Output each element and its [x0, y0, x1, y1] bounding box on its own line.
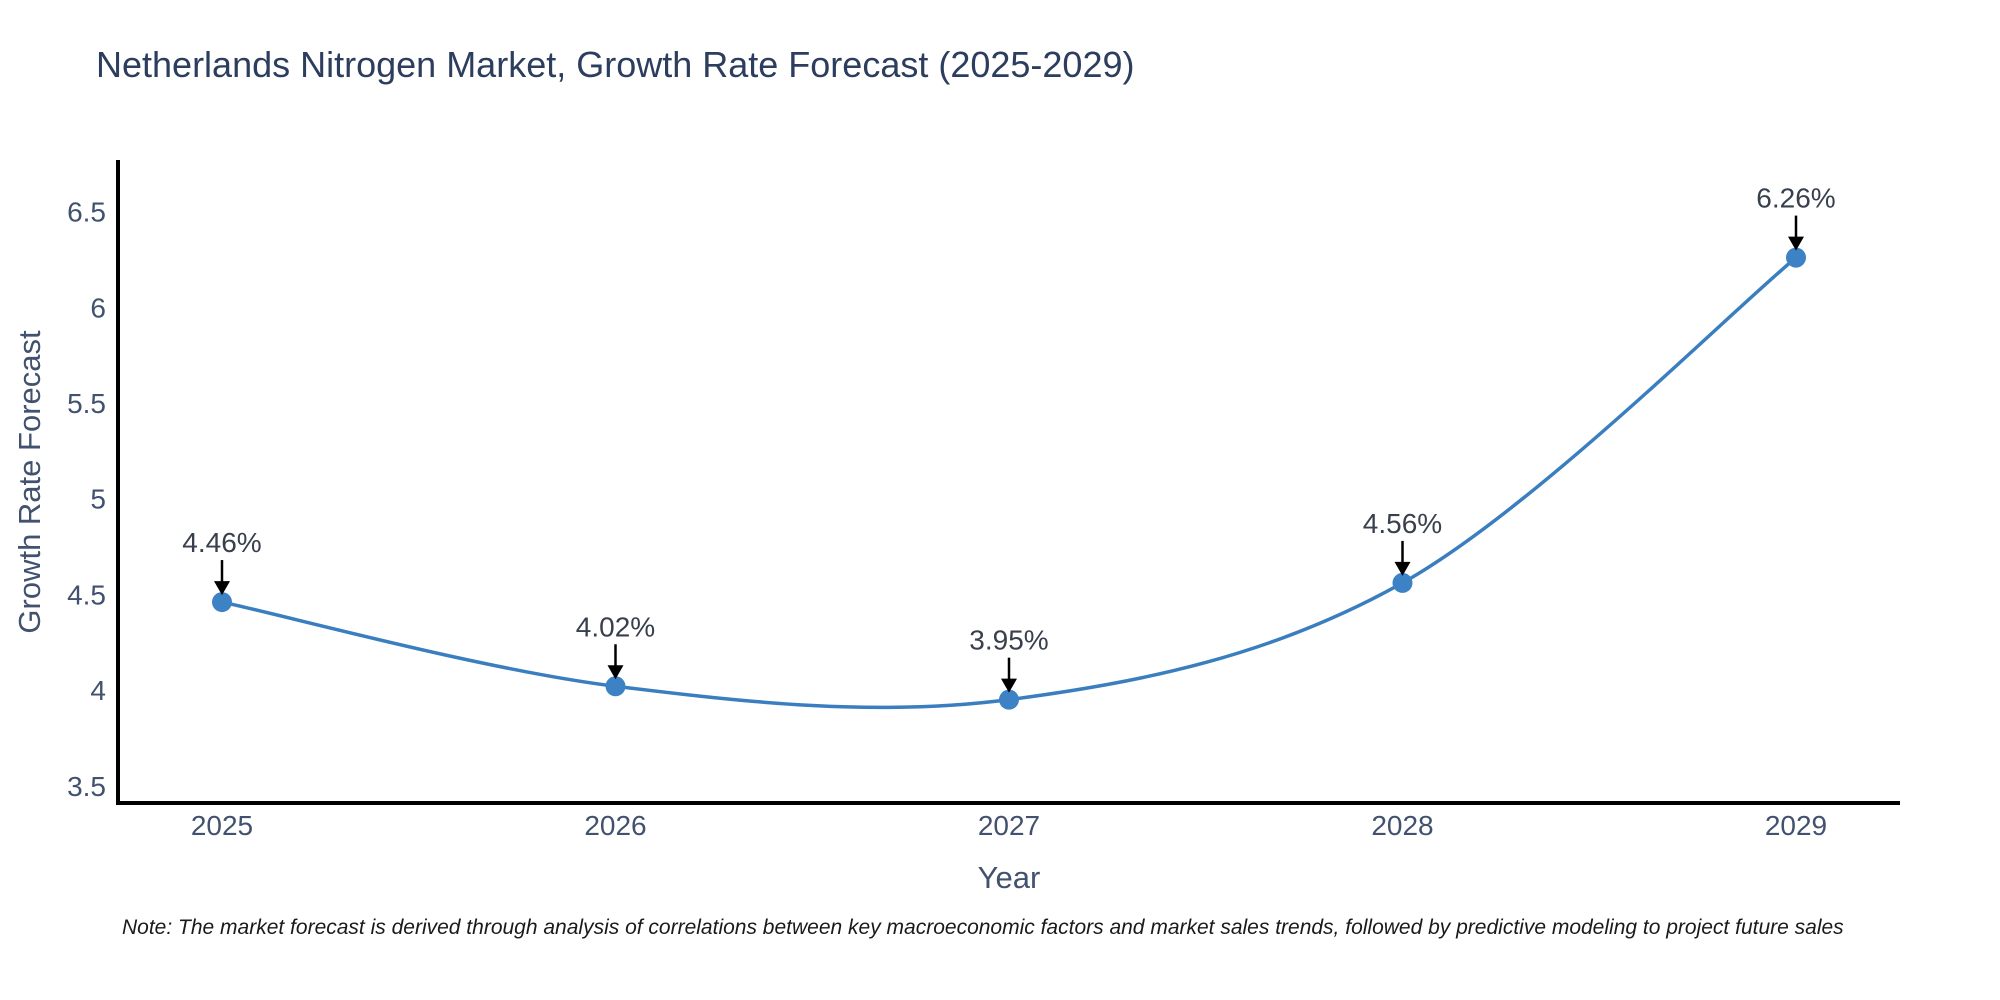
series-marker — [1392, 572, 1413, 593]
series-marker — [1786, 247, 1806, 268]
annotation-label: 4.56% — [1363, 508, 1442, 539]
point-annotation: 6.26% — [1756, 183, 1836, 251]
annotation-arrow-head — [214, 581, 230, 596]
point-annotations: 4.46% 4.02% 3.95% 4.56% 6.26% — [182, 183, 1836, 693]
x-axis-title: Year — [978, 860, 1041, 895]
annotation-label: 6.26% — [1756, 183, 1835, 214]
x-tick-labels: 2025 2026 2027 2028 2029 — [191, 810, 1827, 841]
annotation-label: 4.02% — [576, 611, 655, 642]
annotation-label: 3.95% — [969, 625, 1048, 656]
annotation-arrow-head — [1001, 678, 1017, 693]
series-marker — [605, 676, 626, 697]
annotation-label: 4.46% — [182, 527, 261, 558]
annotation-arrow-head — [1788, 236, 1804, 251]
y-tick-label: 5.5 — [67, 388, 106, 419]
y-tick-label: 4 — [90, 675, 106, 706]
footnote: Note: The market forecast is derived thr… — [122, 916, 1844, 939]
point-annotation: 3.95% — [969, 625, 1049, 693]
x-tick-label: 2027 — [978, 810, 1040, 841]
x-tick-label: 2025 — [191, 810, 253, 841]
y-tick-label: 4.5 — [67, 579, 106, 610]
x-tick-label: 2028 — [1371, 810, 1433, 841]
y-tick-label: 6 — [90, 292, 106, 323]
point-annotation: 4.02% — [576, 611, 655, 680]
series-marker — [212, 592, 232, 613]
x-tick-label: 2029 — [1765, 810, 1827, 841]
series-layer — [212, 247, 1806, 710]
y-tick-label: 3.5 — [67, 771, 106, 802]
series-marker — [999, 689, 1019, 710]
x-tick-label: 2026 — [584, 810, 646, 841]
annotation-arrow-head — [1394, 561, 1411, 576]
y-tick-labels: 3.5 4 4.5 5 5.5 6 6.5 — [67, 197, 106, 802]
chart-title: Netherlands Nitrogen Market, Growth Rate… — [96, 44, 1135, 85]
y-axis-title: Growth Rate Forecast — [12, 330, 47, 634]
axes — [116, 160, 1900, 805]
annotation-arrow-head — [607, 665, 624, 680]
y-tick-label: 6.5 — [67, 197, 106, 228]
y-tick-label: 5 — [90, 484, 106, 515]
point-annotation: 4.56% — [1363, 508, 1442, 576]
point-annotation: 4.46% — [182, 527, 262, 596]
